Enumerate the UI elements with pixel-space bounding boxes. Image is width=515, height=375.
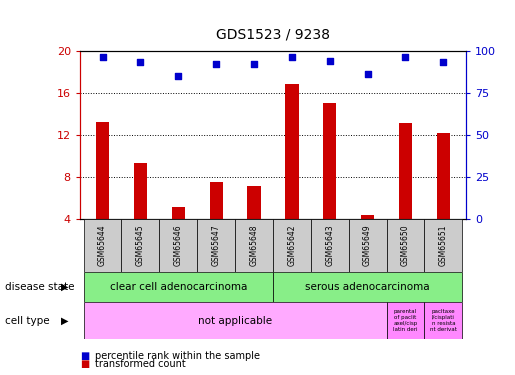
FancyBboxPatch shape: [424, 219, 462, 272]
Point: [174, 73, 182, 79]
Text: cell type: cell type: [5, 316, 50, 326]
Bar: [361, 215, 374, 219]
Bar: [134, 164, 147, 219]
Bar: [323, 104, 336, 219]
Bar: [437, 133, 450, 219]
Text: GDS1523 / 9238: GDS1523 / 9238: [216, 27, 330, 41]
FancyBboxPatch shape: [273, 219, 311, 272]
FancyBboxPatch shape: [83, 219, 122, 272]
FancyBboxPatch shape: [273, 272, 462, 302]
Text: GSM65644: GSM65644: [98, 225, 107, 266]
Text: not applicable: not applicable: [198, 316, 272, 326]
Point: [325, 58, 334, 64]
Point: [401, 54, 409, 60]
Point: [439, 59, 448, 65]
Text: GSM65646: GSM65646: [174, 225, 183, 266]
FancyBboxPatch shape: [387, 219, 424, 272]
Text: pacltaxe
l/cisplati
n resista
nt derivat: pacltaxe l/cisplati n resista nt derivat: [430, 309, 457, 332]
Text: ■: ■: [80, 351, 89, 361]
Bar: [285, 84, 299, 219]
FancyBboxPatch shape: [387, 302, 424, 339]
FancyBboxPatch shape: [122, 219, 159, 272]
Bar: [96, 122, 109, 219]
FancyBboxPatch shape: [159, 219, 197, 272]
Text: GSM65649: GSM65649: [363, 225, 372, 266]
Point: [212, 61, 220, 67]
Point: [136, 59, 145, 65]
Text: ■: ■: [80, 359, 89, 369]
Text: transformed count: transformed count: [95, 359, 186, 369]
FancyBboxPatch shape: [235, 219, 273, 272]
Text: GSM65648: GSM65648: [249, 225, 259, 266]
Point: [364, 71, 372, 77]
FancyBboxPatch shape: [349, 219, 387, 272]
Text: GSM65651: GSM65651: [439, 225, 448, 266]
Text: ▶: ▶: [61, 316, 68, 326]
Text: GSM65642: GSM65642: [287, 225, 297, 266]
Bar: [171, 207, 185, 219]
FancyBboxPatch shape: [83, 272, 273, 302]
FancyBboxPatch shape: [311, 219, 349, 272]
Text: GSM65645: GSM65645: [136, 225, 145, 266]
Text: GSM65643: GSM65643: [325, 225, 334, 266]
Point: [288, 54, 296, 60]
Text: disease state: disease state: [5, 282, 75, 292]
Text: serous adenocarcinoma: serous adenocarcinoma: [305, 282, 430, 292]
Text: GSM65650: GSM65650: [401, 225, 410, 266]
Bar: [247, 186, 261, 219]
Text: GSM65647: GSM65647: [212, 225, 220, 266]
Bar: [399, 123, 412, 219]
Text: parental
of paclit
axel/cisp
latin deri: parental of paclit axel/cisp latin deri: [393, 309, 418, 332]
Point: [250, 61, 258, 67]
Text: ▶: ▶: [61, 282, 68, 292]
FancyBboxPatch shape: [83, 302, 387, 339]
Text: clear cell adenocarcinoma: clear cell adenocarcinoma: [110, 282, 247, 292]
Bar: [210, 183, 223, 219]
FancyBboxPatch shape: [197, 219, 235, 272]
FancyBboxPatch shape: [424, 302, 462, 339]
Text: percentile rank within the sample: percentile rank within the sample: [95, 351, 260, 361]
Point: [98, 54, 107, 60]
